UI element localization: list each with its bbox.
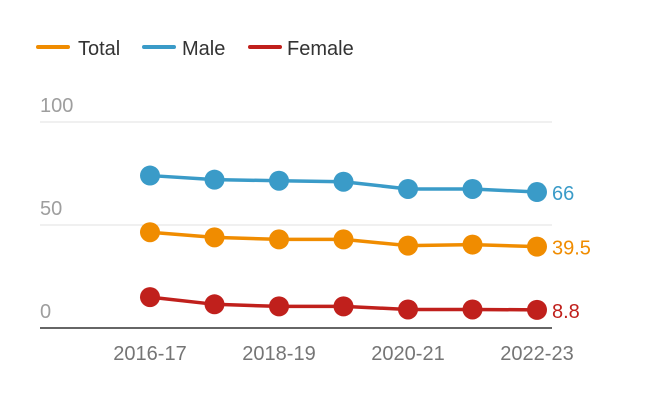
data-point-male-2022-23 [527,182,547,203]
data-point-female-2019-20 [333,296,354,317]
y-tick-label-50: 50 [40,198,62,220]
data-point-female-2018-19 [269,296,289,317]
legend-label-total: Total [78,38,120,60]
data-point-male-2018-19 [269,170,289,191]
data-point-total-2022-23 [527,236,547,257]
x-tick-label-2022-23: 2022-23 [500,343,573,365]
data-point-total-2016-17 [140,222,160,243]
legend-label-female: Female [287,38,354,60]
data-point-male-2019-20 [333,171,354,192]
data-point-total-2019-20 [333,229,354,250]
data-point-female-2021-22 [462,299,483,320]
data-point-male-2017-18 [204,169,225,190]
end-labels: 39.5 66 8.8 [552,183,591,323]
data-point-male-2016-17 [140,165,160,186]
data-point-male-2021-22 [462,178,483,199]
data-point-total-2021-22 [462,234,483,255]
y-tick-label-0: 0 [40,301,51,323]
series-female [140,287,547,320]
data-point-total-2017-18 [204,227,225,248]
grid [40,121,552,329]
x-axis-ticks: 2016-17 2018-19 2020-21 2022-23 [113,343,573,365]
y-tick-label-100: 100 [40,95,73,117]
end-label-female: 8.8 [552,301,580,323]
data-point-total-2018-19 [269,229,289,250]
x-tick-label-2020-21: 2020-21 [371,343,444,365]
data-point-female-2016-17 [140,287,160,308]
legend: Total Male Female [36,38,354,60]
y-axis-ticks: 0 50 100 [40,95,73,323]
series-male [140,165,547,203]
end-label-total: 39.5 [552,238,591,260]
series-group [140,165,547,320]
end-label-male: 66 [552,183,574,205]
data-point-female-2020-21 [398,299,418,320]
x-tick-label-2016-17: 2016-17 [113,343,186,365]
series-total [140,222,547,257]
x-tick-label-2018-19: 2018-19 [242,343,315,365]
legend-label-male: Male [182,38,225,60]
data-point-female-2017-18 [204,294,225,315]
data-point-female-2022-23 [527,299,547,320]
data-point-total-2020-21 [398,235,418,256]
data-point-male-2020-21 [398,178,418,199]
